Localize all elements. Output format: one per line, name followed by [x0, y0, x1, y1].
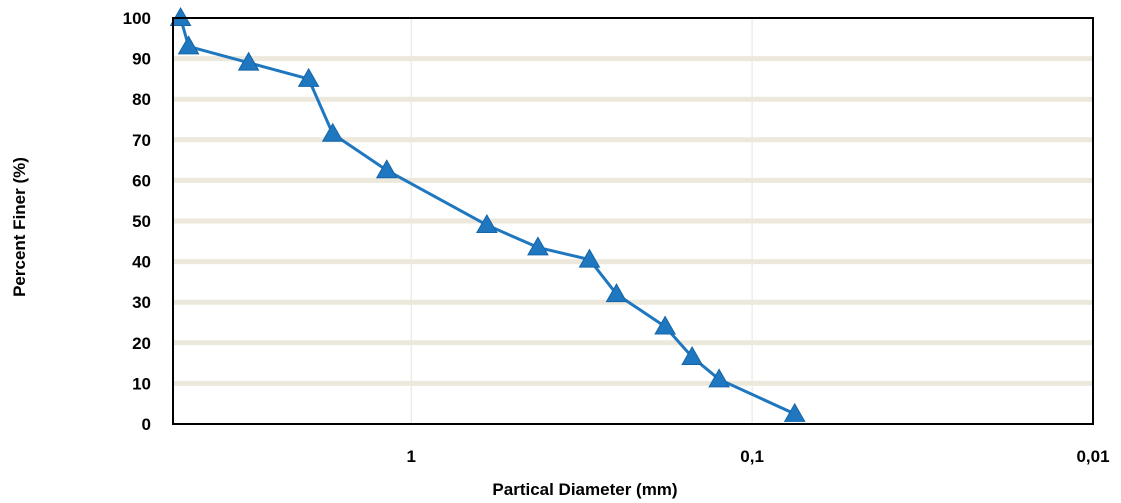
y-tick-label: 20 — [132, 334, 151, 353]
y-tick-label: 80 — [132, 90, 151, 109]
axes: 0 10 20 30 40 50 60 70 80 90 100 1 0,1 0,01 — [123, 9, 1110, 466]
y-tick-label: 100 — [123, 9, 151, 28]
data-point-marker — [321, 122, 344, 142]
y-axis-title: Percent Finer (%) — [10, 157, 29, 297]
y-tick-label: 40 — [132, 253, 151, 272]
y-tick-label: 0 — [142, 415, 151, 434]
x-axis-title: Partical Diameter (mm) — [492, 480, 677, 499]
data-point-marker — [297, 67, 320, 87]
data-point-marker — [177, 35, 200, 55]
y-tick-label: 50 — [132, 212, 151, 231]
y-tick-label: 90 — [132, 50, 151, 69]
x-tick-label: 1 — [407, 447, 416, 466]
series-layer — [169, 6, 806, 422]
plot-frame — [172, 17, 1094, 425]
x-tick-label: 0,1 — [740, 447, 764, 466]
data-point-marker — [654, 315, 676, 335]
data-point-marker — [681, 346, 703, 366]
y-tick-label: 60 — [132, 171, 151, 190]
series-line — [179, 17, 796, 416]
x-tick-label: 0,01 — [1076, 447, 1109, 466]
data-point-marker — [527, 236, 549, 256]
data-point-marker — [605, 283, 628, 303]
data-point-marker — [708, 368, 730, 388]
data-point-marker — [237, 51, 260, 71]
data-point-marker — [476, 214, 498, 234]
y-tick-label: 30 — [132, 293, 151, 312]
data-point-marker — [169, 6, 192, 26]
y-tick-label: 70 — [132, 131, 151, 150]
data-point-marker — [375, 159, 398, 179]
data-point-marker — [578, 248, 601, 268]
data-point-marker — [783, 402, 806, 422]
y-tick-label: 10 — [132, 374, 151, 393]
